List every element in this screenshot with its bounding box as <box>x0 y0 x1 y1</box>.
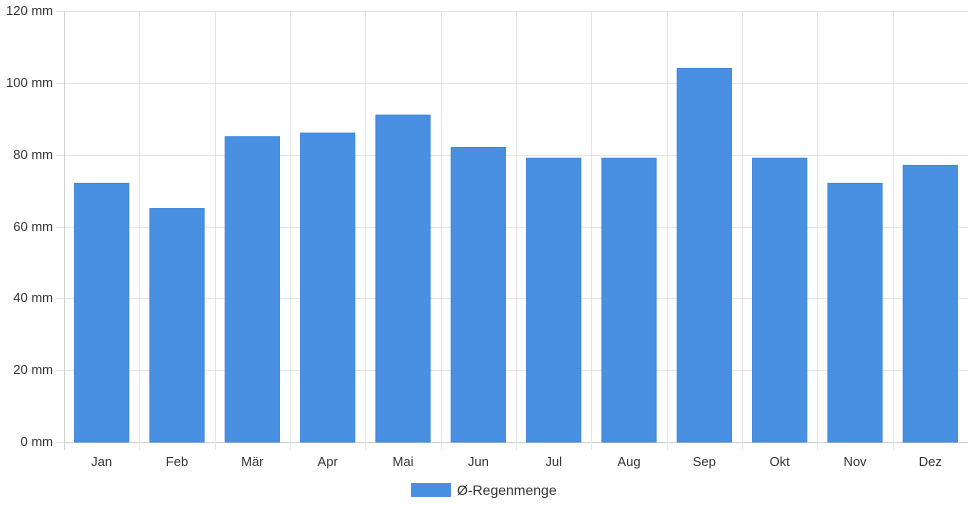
bar-Mär[interactable] <box>224 136 280 443</box>
y-tick-label: 120 mm <box>6 3 53 18</box>
bar-Aug[interactable] <box>601 157 657 443</box>
chart-bars <box>74 67 958 443</box>
bar-Jul[interactable] <box>526 157 582 443</box>
x-tick-label: Jan <box>91 454 112 469</box>
x-tick-label: Mai <box>393 454 414 469</box>
y-tick-label: 60 mm <box>13 219 53 234</box>
bar-Okt[interactable] <box>752 157 808 443</box>
chart-legend[interactable]: Ø-Regenmenge <box>411 482 557 498</box>
x-tick-label: Okt <box>770 454 791 469</box>
x-tick-label: Sep <box>693 454 716 469</box>
y-tick-label: 40 mm <box>13 290 53 305</box>
chart-axes: 0 mm 20 mm 40 mm 60 mm 80 mm 100 mm 120 mm Jan F… <box>6 3 942 469</box>
x-tick-label: Jun <box>468 454 489 469</box>
bar-Jun[interactable] <box>450 146 506 443</box>
bar-Jan[interactable] <box>74 182 130 443</box>
chart-gridlines <box>56 11 968 450</box>
bar-Apr[interactable] <box>300 132 356 443</box>
y-tick-label: 20 mm <box>13 362 53 377</box>
x-tick-label: Nov <box>843 454 867 469</box>
x-tick-label: Apr <box>318 454 339 469</box>
legend-label: Ø-Regenmenge <box>457 482 557 498</box>
legend-swatch <box>411 483 451 497</box>
bar-Mai[interactable] <box>375 114 431 443</box>
x-tick-label: Dez <box>919 454 942 469</box>
y-tick-label: 0 mm <box>21 434 54 449</box>
x-tick-label: Mär <box>241 454 264 469</box>
y-tick-label: 80 mm <box>13 147 53 162</box>
x-tick-label: Feb <box>166 454 188 469</box>
x-tick-label: Jul <box>545 454 562 469</box>
bar-Dez[interactable] <box>902 164 958 443</box>
x-tick-label: Aug <box>617 454 640 469</box>
bar-Feb[interactable] <box>149 208 205 443</box>
y-tick-label: 100 mm <box>6 75 53 90</box>
bar-Nov[interactable] <box>827 182 883 443</box>
bar-Sep[interactable] <box>676 67 732 443</box>
